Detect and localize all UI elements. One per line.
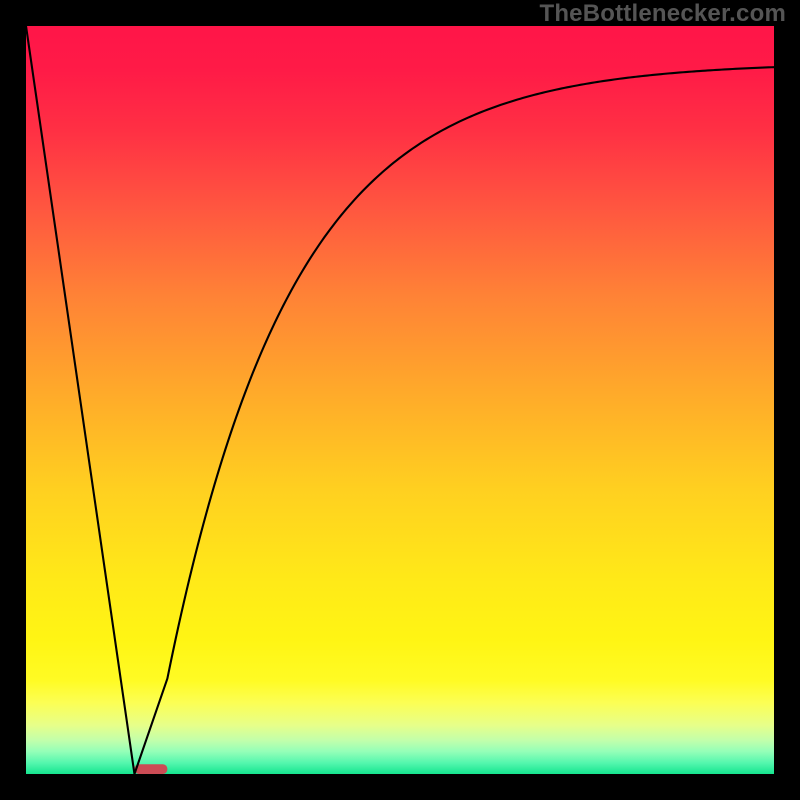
notch-marker — [134, 764, 167, 774]
heat-gradient-bg — [26, 26, 774, 774]
frame-top — [0, 0, 800, 26]
frame-left — [0, 0, 26, 800]
chart-stage: TheBottlenecker.com — [0, 0, 800, 800]
frame-bottom — [0, 774, 800, 800]
frame-right — [774, 0, 800, 800]
bottleneck-chart — [0, 0, 800, 800]
